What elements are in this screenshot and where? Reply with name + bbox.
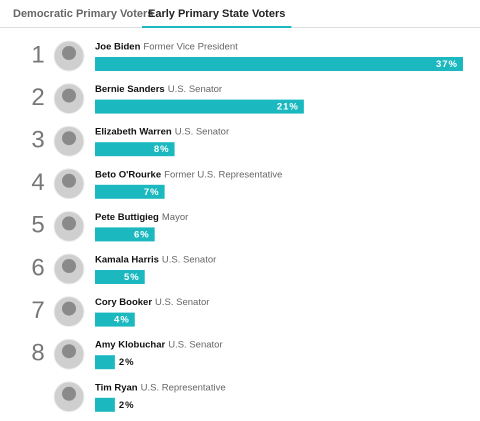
tab[interactable]: Early Primary State Voters [148, 8, 285, 20]
candidate-role: Mayor [162, 212, 188, 223]
rank: 2 [31, 84, 44, 111]
candidate-name: Cory Booker [95, 297, 152, 308]
bar [95, 99, 304, 114]
bar [95, 142, 175, 157]
value-label: 21% [277, 102, 299, 113]
bar [95, 227, 155, 242]
candidate-role: Former Vice President [143, 42, 238, 53]
tab[interactable]: Democratic Primary Voters [13, 8, 153, 20]
rank: 8 [31, 340, 44, 367]
candidate-name: Beto O'Rourke [95, 169, 161, 180]
photo-head [62, 301, 76, 316]
value-label: 7% [144, 187, 160, 198]
candidate-role: U.S. Senator [175, 127, 229, 138]
value-label: 6% [134, 229, 150, 240]
candidate-name: Amy Klobuchar [95, 340, 166, 351]
bar [95, 57, 463, 71]
candidate-name: Pete Buttigieg [95, 212, 159, 223]
candidate-role: U.S. Senator [155, 297, 209, 308]
photo-head [62, 131, 76, 146]
candidate-role: U.S. Senator [168, 340, 222, 351]
candidate-role: U.S. Representative [141, 382, 226, 393]
rank: 4 [31, 169, 44, 196]
candidate-name: Joe Biden [95, 42, 141, 53]
candidate-role: U.S. Senator [168, 84, 222, 95]
tab-underline [142, 26, 292, 28]
bar [95, 355, 115, 370]
rank: 1 [31, 41, 44, 68]
candidate-name: Bernie Sanders [95, 84, 165, 95]
value-label: 2% [119, 357, 135, 368]
photo-head [62, 259, 76, 273]
rank: 3 [31, 127, 44, 154]
candidate-name: Elizabeth Warren [95, 127, 172, 138]
photo-head [62, 173, 76, 188]
bar [95, 397, 115, 412]
value-label: 8% [154, 144, 170, 155]
value-label: 37% [436, 59, 458, 70]
photo-head [62, 88, 76, 103]
value-label: 5% [124, 272, 140, 283]
candidate-role: U.S. Senator [162, 255, 216, 266]
rank: 6 [31, 254, 44, 281]
photo-head [62, 344, 76, 359]
candidate-name: Kamala Harris [95, 255, 159, 266]
bar [95, 270, 145, 284]
rank: 5 [31, 212, 44, 239]
bar [95, 184, 165, 199]
candidate-name: Tim Ryan [95, 382, 138, 393]
photo-head [62, 46, 76, 60]
photo-head [62, 386, 76, 401]
candidate-role: Former U.S. Representative [164, 169, 282, 180]
value-label: 2% [119, 400, 135, 411]
bar [95, 312, 135, 327]
rank: 7 [31, 297, 44, 324]
value-label: 4% [114, 315, 130, 326]
photo-head [62, 216, 76, 231]
